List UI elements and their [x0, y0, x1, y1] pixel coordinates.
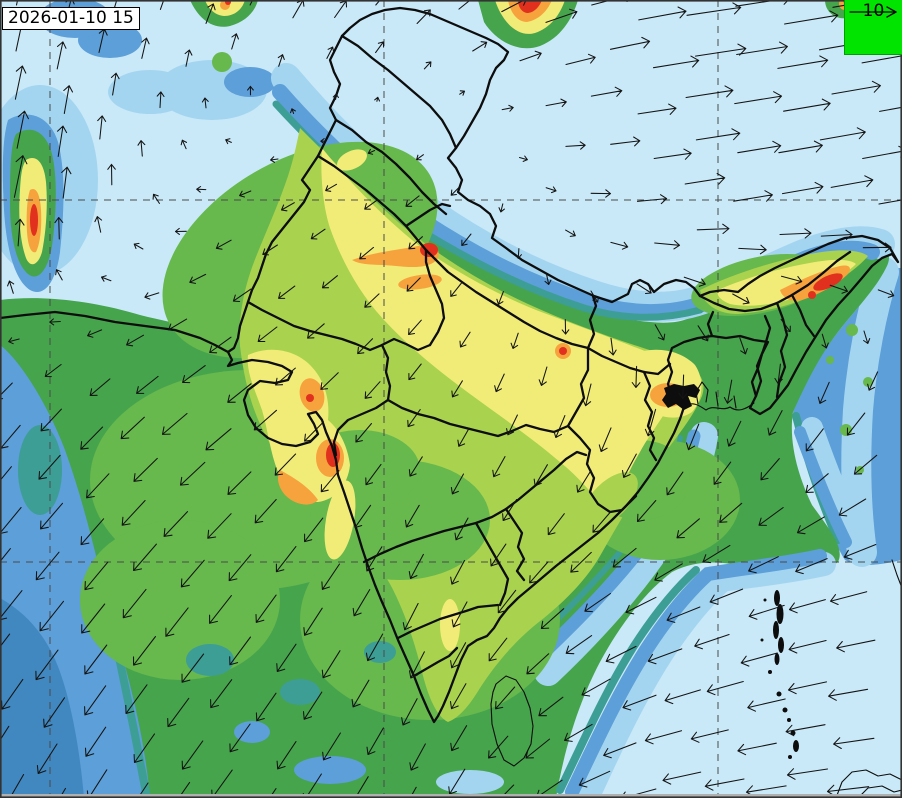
india-outline [0, 6, 900, 724]
bangladesh-coast [683, 402, 755, 411]
wind-scale-legend: 10 [844, 0, 902, 55]
sumatra-outline [835, 769, 902, 798]
andaman-nicobar-islands [760, 590, 799, 759]
sri-lanka-outline [490, 675, 534, 767]
timestamp-label: 2026-01-10 15 [8, 8, 134, 28]
political-boundaries [0, 6, 902, 798]
myanmar-coast [891, 559, 902, 589]
timestamp-box: 2026-01-10 15 [2, 7, 140, 30]
reference-arrow-icon [849, 6, 897, 18]
wind-scale-value: 10 [862, 1, 885, 21]
bottom-axis-bar [0, 794, 902, 798]
